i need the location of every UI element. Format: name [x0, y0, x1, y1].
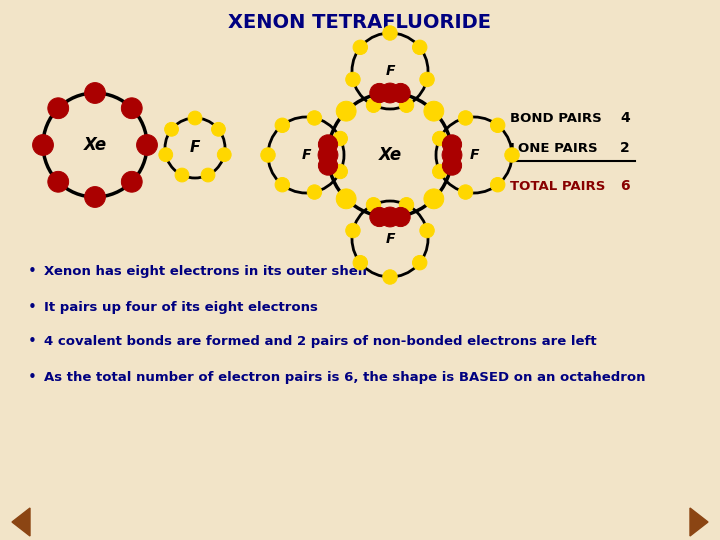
- Circle shape: [318, 145, 338, 165]
- Circle shape: [400, 98, 414, 112]
- Circle shape: [336, 189, 356, 209]
- Circle shape: [32, 134, 53, 156]
- Circle shape: [366, 198, 381, 212]
- Circle shape: [85, 83, 105, 103]
- Text: LONE PAIRS: LONE PAIRS: [510, 141, 598, 154]
- Text: 6: 6: [620, 179, 630, 193]
- Text: Xe: Xe: [379, 146, 402, 164]
- Circle shape: [165, 123, 179, 136]
- Circle shape: [137, 134, 158, 156]
- Circle shape: [383, 270, 397, 284]
- Text: •: •: [28, 300, 37, 314]
- Circle shape: [275, 118, 289, 132]
- Circle shape: [353, 40, 367, 55]
- Circle shape: [261, 148, 275, 162]
- Circle shape: [370, 83, 389, 103]
- Circle shape: [459, 111, 473, 125]
- Circle shape: [433, 131, 447, 146]
- Text: F: F: [301, 148, 311, 162]
- Circle shape: [318, 135, 338, 154]
- Polygon shape: [12, 508, 30, 536]
- Circle shape: [490, 118, 505, 132]
- Circle shape: [212, 123, 225, 136]
- Circle shape: [318, 156, 338, 175]
- Circle shape: [346, 224, 360, 238]
- Text: •: •: [28, 369, 37, 384]
- Circle shape: [424, 101, 444, 121]
- Circle shape: [383, 26, 397, 40]
- Circle shape: [442, 145, 462, 165]
- Circle shape: [380, 207, 400, 227]
- Circle shape: [413, 255, 427, 270]
- Circle shape: [442, 156, 462, 175]
- Text: Xenon has eight electrons in its outer shell: Xenon has eight electrons in its outer s…: [44, 266, 367, 279]
- Circle shape: [159, 148, 173, 161]
- Circle shape: [175, 168, 189, 182]
- Text: F: F: [190, 140, 200, 156]
- Text: Xe: Xe: [84, 136, 107, 154]
- Circle shape: [420, 224, 434, 238]
- Circle shape: [217, 148, 231, 161]
- Text: F: F: [469, 148, 479, 162]
- Circle shape: [366, 98, 381, 112]
- Circle shape: [420, 72, 434, 87]
- Circle shape: [333, 164, 348, 179]
- Text: 4 covalent bonds are formed and 2 pairs of non-bonded electrons are left: 4 covalent bonds are formed and 2 pairs …: [44, 335, 597, 348]
- Text: XENON TETRAFLUORIDE: XENON TETRAFLUORIDE: [228, 12, 492, 31]
- Text: 2: 2: [620, 141, 630, 155]
- Text: BOND PAIRS: BOND PAIRS: [510, 111, 602, 125]
- Circle shape: [307, 185, 322, 199]
- Circle shape: [391, 83, 410, 103]
- Text: It pairs up four of its eight electrons: It pairs up four of its eight electrons: [44, 300, 318, 314]
- Circle shape: [400, 198, 414, 212]
- Text: •: •: [28, 265, 37, 280]
- Text: TOTAL PAIRS: TOTAL PAIRS: [510, 179, 606, 192]
- Circle shape: [48, 98, 68, 119]
- Circle shape: [188, 111, 202, 125]
- Circle shape: [336, 101, 356, 121]
- Circle shape: [391, 207, 410, 227]
- Polygon shape: [690, 508, 708, 536]
- Circle shape: [353, 255, 367, 270]
- Circle shape: [85, 187, 105, 207]
- Circle shape: [122, 98, 142, 119]
- Text: F: F: [385, 232, 395, 246]
- Circle shape: [370, 207, 389, 227]
- Text: F: F: [385, 64, 395, 78]
- Circle shape: [346, 72, 360, 87]
- Text: •: •: [28, 334, 37, 349]
- Circle shape: [380, 83, 400, 103]
- Text: 4: 4: [620, 111, 630, 125]
- Text: As the total number of electron pairs is 6, the shape is BASED on an octahedron: As the total number of electron pairs is…: [44, 370, 646, 383]
- Circle shape: [333, 131, 348, 146]
- Circle shape: [505, 148, 519, 162]
- Circle shape: [307, 111, 322, 125]
- Circle shape: [459, 185, 473, 199]
- Circle shape: [413, 40, 427, 55]
- Circle shape: [442, 135, 462, 154]
- Circle shape: [201, 168, 215, 182]
- Circle shape: [48, 171, 68, 192]
- Circle shape: [122, 171, 142, 192]
- Circle shape: [490, 178, 505, 192]
- Circle shape: [275, 178, 289, 192]
- Circle shape: [424, 189, 444, 209]
- Circle shape: [433, 164, 447, 179]
